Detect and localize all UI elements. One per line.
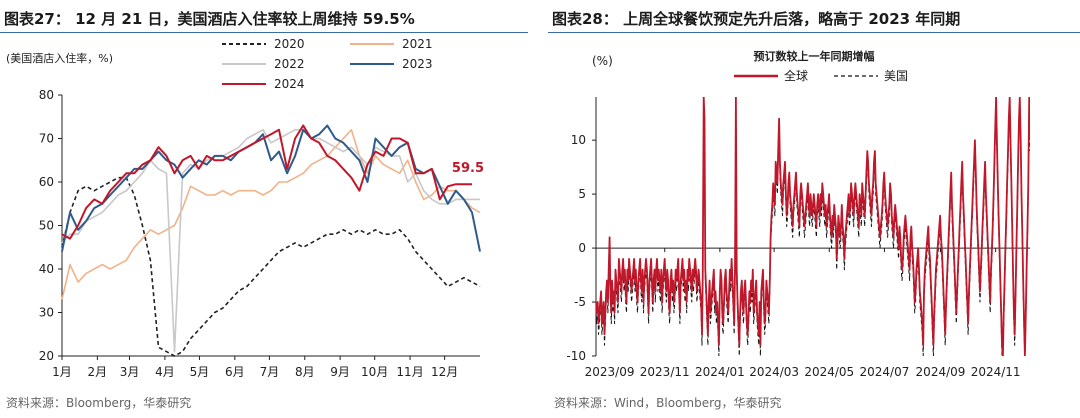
x-tick-label: 1月 bbox=[52, 365, 72, 379]
series-line-2020 bbox=[61, 176, 481, 357]
x-tick-label: 10月 bbox=[361, 365, 388, 379]
y-tick-label: 80 bbox=[39, 88, 54, 102]
y-tick-label: 0 bbox=[578, 241, 586, 255]
x-tick-label: 2023/11 bbox=[640, 365, 690, 379]
y-tick-label: 40 bbox=[39, 262, 54, 276]
x-tick-label: 8月 bbox=[295, 365, 315, 379]
x-tick-label: 2024/11 bbox=[971, 365, 1021, 379]
left-title-divider bbox=[0, 32, 528, 33]
legend-label-2024: 2024 bbox=[274, 77, 305, 91]
y-tick-label: 20 bbox=[39, 349, 54, 363]
x-tick-label: 2024/05 bbox=[804, 365, 854, 379]
right-title-divider bbox=[548, 32, 1080, 33]
x-tick-label: 4月 bbox=[155, 365, 175, 379]
annotation-label: 59.5 bbox=[452, 161, 484, 176]
left-source-note: 资料来源：Bloomberg，华泰研究 bbox=[6, 396, 192, 410]
x-tick-label: 12月 bbox=[431, 365, 458, 379]
x-tick-label: 2024/03 bbox=[749, 365, 799, 379]
y-tick-label: 50 bbox=[39, 219, 54, 233]
x-tick-label: 3月 bbox=[120, 365, 140, 379]
chart-title: 预订数较上一年同期增幅 bbox=[754, 49, 875, 63]
series-line-2021 bbox=[61, 129, 481, 300]
y-tick-label: -10 bbox=[566, 349, 586, 363]
series-line-2024 bbox=[61, 124, 472, 240]
y-tick-label: 30 bbox=[39, 306, 54, 320]
legend-label-2023: 2023 bbox=[402, 57, 433, 71]
legend-label-美国: 美国 bbox=[884, 69, 908, 83]
x-tick-label: 6月 bbox=[225, 365, 245, 379]
x-tick-label: 2024/07 bbox=[859, 365, 909, 379]
right-source-note: 资料来源：Wind，Bloomberg，华泰研究 bbox=[554, 396, 782, 410]
y-tick-label: 5 bbox=[578, 187, 586, 201]
y-tick-label: -5 bbox=[574, 295, 586, 309]
x-tick-label: 5月 bbox=[190, 365, 210, 379]
x-tick-label: 2月 bbox=[88, 365, 108, 379]
right-chart-panel: 图表28： 上周全球餐饮预定先升后落，略高于 2023 年同期 预订数较上一年同… bbox=[548, 0, 1080, 418]
y-tick-label: 70 bbox=[39, 132, 54, 146]
x-tick-label: 2023/09 bbox=[585, 365, 635, 379]
legend-label-2020: 2020 bbox=[274, 37, 305, 51]
x-tick-label: 7月 bbox=[260, 365, 280, 379]
y-tick-label: 10 bbox=[571, 133, 586, 147]
left-chart-svg: (美国酒店入住率，%) 20 30 40 50 60 70 80 1月 2月 3月 4月 5月 6月 7月 8… bbox=[6, 37, 484, 379]
x-tick-label: 9月 bbox=[330, 365, 350, 379]
left-figure-title: 图表27： 12 月 21 日，美国酒店入住率较上周维持 59.5% bbox=[4, 10, 415, 28]
series-line-2023 bbox=[61, 124, 481, 252]
legend-label-全球: 全球 bbox=[784, 68, 808, 83]
legend-label-2022: 2022 bbox=[274, 57, 305, 71]
x-tick-label: 2024/01 bbox=[695, 365, 745, 379]
series-line-2022 bbox=[61, 129, 480, 353]
y-tick-label: 60 bbox=[39, 175, 54, 189]
series-line-全球 bbox=[596, 97, 1030, 356]
legend-label-2021: 2021 bbox=[402, 37, 433, 51]
y-axis-label: (%) bbox=[592, 54, 613, 68]
right-chart-svg: 预订数较上一年同期增幅 (%) -10 -5 0 5 10 2023/09 2023/11 202… bbox=[566, 49, 1030, 379]
y-axis-label: (美国酒店入住率，%) bbox=[6, 51, 113, 65]
x-tick-label: 2024/09 bbox=[916, 365, 966, 379]
left-chart-panel: 图表27： 12 月 21 日，美国酒店入住率较上周维持 59.5% (美国酒店… bbox=[0, 0, 528, 418]
x-tick-label: 11月 bbox=[396, 365, 423, 379]
right-figure-title: 图表28： 上周全球餐饮预定先升后落，略高于 2023 年同期 bbox=[552, 10, 961, 28]
